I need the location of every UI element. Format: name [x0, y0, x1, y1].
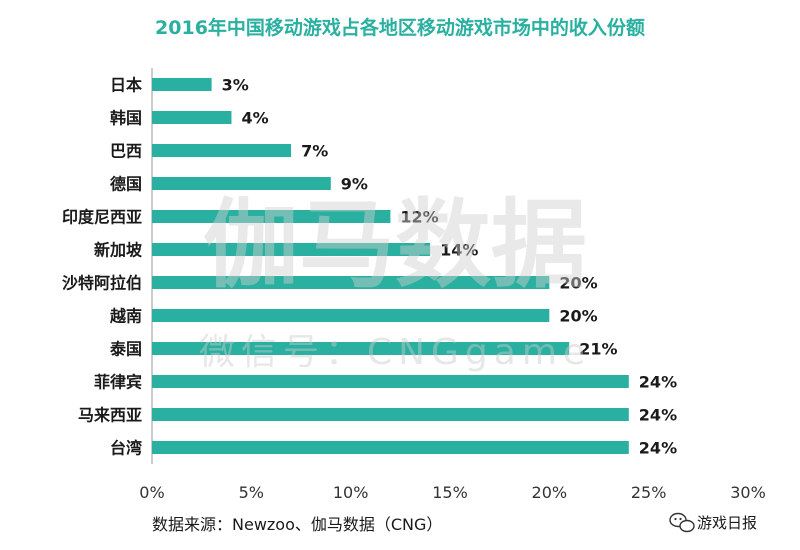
- bar: [152, 210, 391, 223]
- bar: [152, 441, 629, 454]
- bar: [152, 78, 212, 91]
- category-label: 沙特阿拉伯: [62, 274, 142, 293]
- bar: [152, 177, 331, 190]
- data-label: 20%: [559, 307, 597, 326]
- data-label: 24%: [639, 373, 677, 392]
- data-label: 4%: [241, 109, 268, 128]
- x-tick-label: 15%: [432, 483, 468, 502]
- x-tick-label: 5%: [239, 483, 264, 502]
- watermark-main: 伽马数据: [203, 189, 587, 301]
- data-label: 14%: [440, 241, 478, 260]
- category-label: 日本: [110, 76, 142, 95]
- bar: [152, 408, 629, 421]
- category-label: 菲律宾: [94, 373, 142, 392]
- category-label: 台湾: [110, 439, 142, 458]
- data-label: 24%: [639, 406, 677, 425]
- category-label: 越南: [109, 307, 142, 326]
- data-label: 3%: [222, 76, 249, 95]
- bar: [152, 309, 550, 322]
- category-label: 泰国: [109, 340, 142, 359]
- bar: [152, 276, 550, 289]
- category-label: 韩国: [110, 109, 142, 128]
- wechat-icon: [669, 512, 695, 533]
- chart-title: 2016年中国移动游戏占各地区移动游戏市场中的收入份额: [155, 16, 645, 39]
- bar: [152, 144, 292, 157]
- bar: [152, 342, 570, 355]
- x-tick-label: 25%: [631, 483, 667, 502]
- data-label: 7%: [301, 142, 328, 161]
- category-label: 新加坡: [94, 241, 143, 260]
- watermark-sub: 微信号：CNGgame: [199, 332, 591, 373]
- category-label: 马来西亚: [78, 406, 142, 425]
- data-label: 24%: [639, 439, 677, 458]
- data-label: 20%: [559, 274, 597, 293]
- category-label: 德国: [110, 175, 142, 194]
- source-note: 数据来源：Newzoo、伽马数据（CNG）: [152, 515, 442, 534]
- x-tick-label: 0%: [139, 483, 164, 502]
- data-label: 9%: [341, 175, 368, 194]
- data-label: 12%: [400, 208, 438, 227]
- bar: [152, 111, 232, 124]
- data-label: 21%: [579, 340, 617, 359]
- category-label: 巴西: [110, 142, 142, 161]
- x-tick-label: 10%: [333, 483, 369, 502]
- x-tick-label: 30%: [730, 483, 766, 502]
- category-label: 印度尼西亚: [62, 208, 142, 227]
- bar: [152, 243, 431, 256]
- bar: [152, 375, 629, 388]
- logo-text: 游戏日报: [697, 514, 757, 532]
- x-tick-label: 20%: [532, 483, 568, 502]
